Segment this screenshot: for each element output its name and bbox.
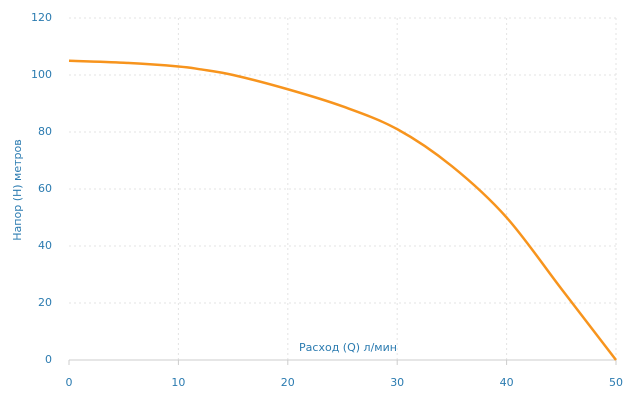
y-tick-label: 80 — [38, 125, 52, 138]
y-tick-label: 20 — [38, 296, 52, 309]
y-tick-label: 60 — [38, 182, 52, 195]
x-tick-label: 10 — [171, 376, 185, 389]
series-line — [68, 59, 617, 361]
y-tick-label: 0 — [45, 353, 52, 366]
y-tick-label: 100 — [31, 68, 52, 81]
x-tick-label: 20 — [281, 376, 295, 389]
x-tick-label: 50 — [609, 376, 623, 389]
y-axis-label: Напор (H) метров — [11, 139, 24, 240]
x-tick-label: 40 — [500, 376, 514, 389]
x-tick-label: 0 — [66, 376, 73, 389]
y-tick-label: 40 — [38, 239, 52, 252]
x-tick-label: 30 — [390, 376, 404, 389]
x-axis-label: Расход (Q) л/мин — [299, 341, 397, 354]
y-tick-label: 120 — [31, 11, 52, 24]
